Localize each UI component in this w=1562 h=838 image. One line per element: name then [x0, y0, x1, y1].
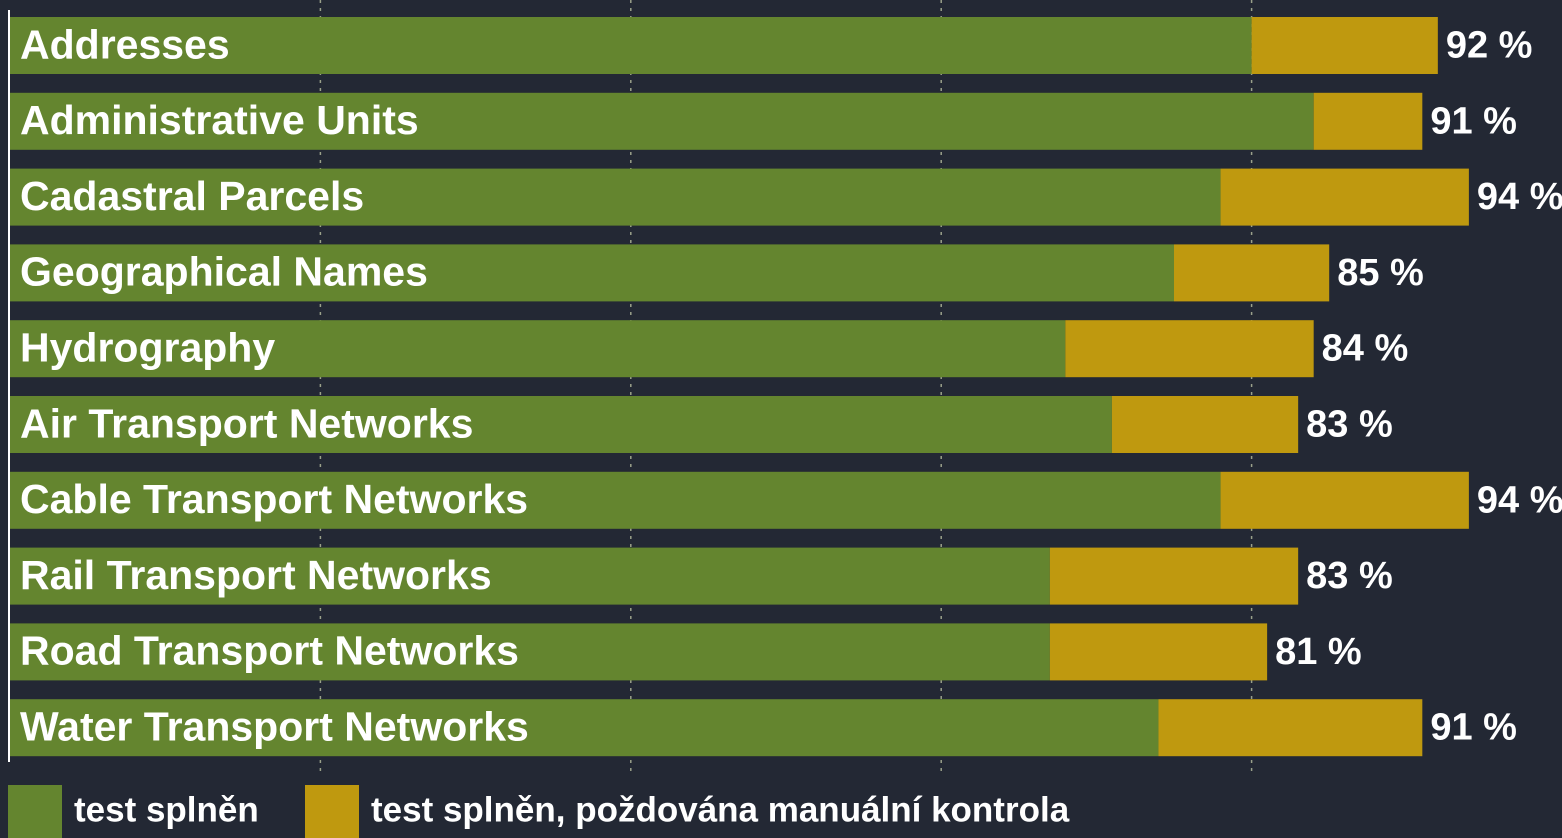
bar-segment: [1251, 17, 1438, 74]
bar-segment: [10, 547, 1050, 605]
bar-segment: [10, 396, 1112, 453]
bar-segment: [1111, 396, 1299, 453]
category-label: Administrative Units: [20, 97, 419, 143]
legend-label: test splněn, poždována manuální kontrola: [371, 790, 1070, 829]
category-label: Cadastral Parcels: [20, 173, 364, 219]
category-label: Road Transport Networks: [20, 628, 519, 674]
legend-swatch: [8, 785, 62, 838]
total-label: 83 %: [1306, 555, 1393, 597]
bar-segment: [1220, 168, 1469, 226]
bar-segment: [1049, 547, 1299, 605]
bar-segment: [10, 623, 1050, 681]
bar-segment: [1065, 320, 1314, 378]
total-label: 91 %: [1430, 707, 1517, 749]
category-label: Water Transport Networks: [20, 704, 529, 750]
legend-swatch: [305, 785, 359, 838]
bar-segment: [1158, 699, 1423, 757]
total-label: 85 %: [1337, 252, 1424, 294]
total-label: 81 %: [1275, 631, 1362, 673]
category-label: Rail Transport Networks: [20, 552, 492, 598]
category-label: Addresses: [20, 21, 230, 67]
total-label: 84 %: [1322, 328, 1409, 370]
category-label: Cable Transport Networks: [20, 476, 528, 522]
bar-segment: [1174, 244, 1330, 302]
total-label: 94 %: [1477, 176, 1562, 218]
category-label: Geographical Names: [20, 249, 428, 295]
bar-segment: [10, 168, 1221, 226]
total-label: 83 %: [1306, 404, 1393, 446]
category-label: Hydrography: [20, 325, 275, 371]
bar-segment: [1220, 471, 1469, 529]
bar-segment: [1049, 623, 1268, 681]
category-label: Air Transport Networks: [20, 400, 473, 446]
total-label: 91 %: [1430, 100, 1517, 142]
total-label: 94 %: [1477, 479, 1562, 521]
bar-segment: [10, 92, 1314, 150]
bar-segment: [10, 17, 1252, 74]
total-label: 92 %: [1446, 25, 1533, 67]
bar-segment: [10, 699, 1159, 757]
bar-segment: [10, 471, 1221, 529]
bar-segment: [1313, 92, 1423, 150]
bar-segment: [10, 320, 1066, 378]
bar-segment: [10, 244, 1174, 302]
legend-label: test splněn: [74, 790, 259, 829]
